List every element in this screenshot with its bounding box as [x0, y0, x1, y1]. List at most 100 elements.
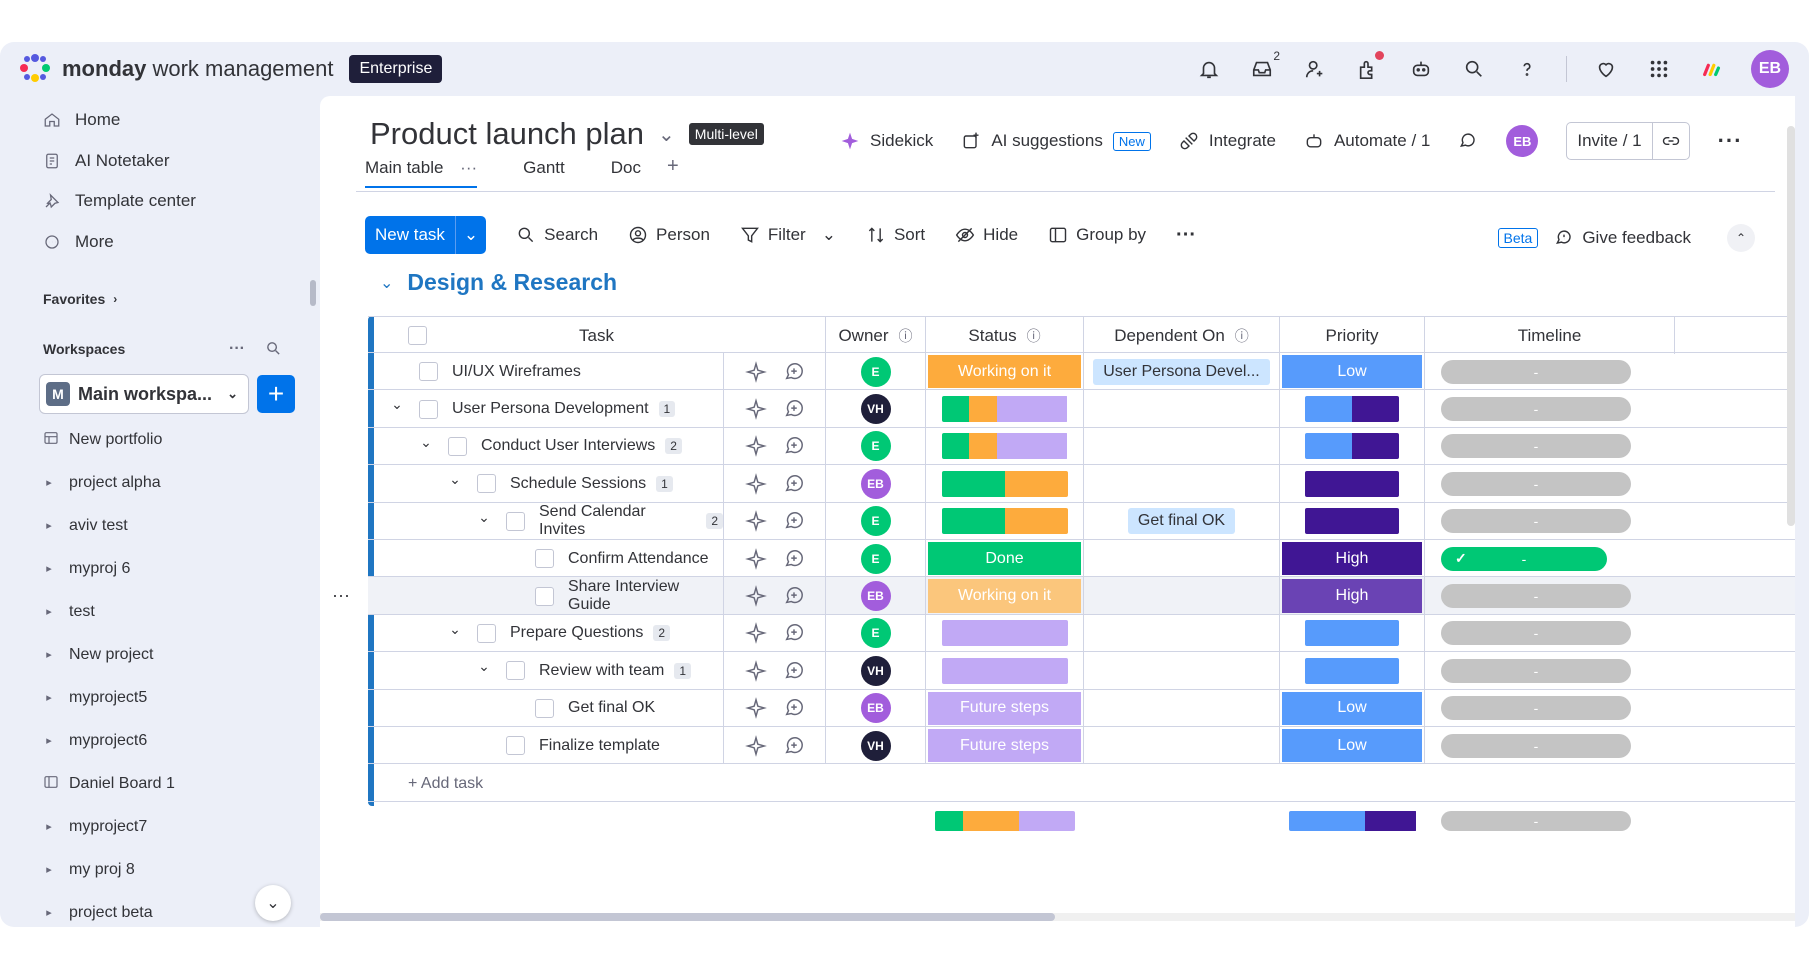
column-info-icon[interactable]: ⓘ	[1026, 327, 1041, 344]
priority-label[interactable]: High	[1282, 542, 1422, 576]
row-checkbox[interactable]	[535, 586, 554, 606]
column-info-icon[interactable]: ⓘ	[898, 327, 913, 344]
row-checkbox[interactable]	[419, 399, 438, 419]
sidebar-workspace-item[interactable]: ▸ test	[15, 590, 320, 633]
sparkle-outline-icon[interactable]	[744, 547, 767, 570]
owner-avatar[interactable]: E	[860, 618, 891, 649]
task-name[interactable]: Schedule Sessions	[510, 474, 647, 492]
status-cell[interactable]	[926, 390, 1084, 428]
sparkle-outline-icon[interactable]	[744, 398, 767, 420]
sparkle-outline-icon[interactable]	[744, 360, 767, 383]
status-cell[interactable]: Future steps	[926, 689, 1084, 727]
timeline-cell[interactable]: -	[1425, 353, 1675, 390]
column-header-dependent[interactable]: Dependent On ⓘ	[1084, 317, 1280, 354]
priority-summary[interactable]	[1280, 806, 1425, 836]
add-task-button[interactable]: + Add task	[408, 775, 484, 793]
dependent-pill[interactable]: Get final OK	[1127, 508, 1236, 535]
scroll-down-button[interactable]: ⌄	[255, 885, 291, 921]
status-label[interactable]: Done	[928, 542, 1081, 576]
owner-cell[interactable]: VH	[826, 727, 926, 765]
task-cell[interactable]: ⌄ Send Calendar Invites 2	[368, 503, 723, 540]
table-row[interactable]: Get final OK EB Future steps Low -	[368, 689, 1795, 727]
status-cell[interactable]: Working on it	[926, 577, 1084, 615]
row-checkbox[interactable]	[419, 362, 438, 382]
chevron-up-icon[interactable]: ⌃	[1727, 224, 1755, 252]
status-cell[interactable]	[926, 465, 1084, 503]
user-avatar[interactable]: EB	[1751, 50, 1789, 88]
owner-avatar[interactable]: E	[860, 356, 891, 387]
add-update-icon[interactable]	[783, 622, 805, 644]
timeline-bar[interactable]: -	[1441, 733, 1631, 758]
task-cell[interactable]: Get final OK	[368, 690, 723, 727]
task-name[interactable]: Review with team	[539, 661, 665, 679]
horizontal-scrollbar[interactable]	[320, 913, 1795, 921]
new-task-dropdown[interactable]: ⌄	[454, 216, 486, 254]
apps-marketplace-icon[interactable]	[1354, 51, 1384, 83]
workspace-dropdown[interactable]: M Main workspa... ⌄	[39, 374, 249, 415]
owner-cell[interactable]: VH	[826, 652, 926, 690]
sidebar-scrollbar[interactable]	[310, 280, 316, 306]
sparkle-outline-icon[interactable]	[744, 697, 767, 720]
task-cell[interactable]: Confirm Attendance	[368, 540, 723, 577]
row-checkbox[interactable]	[477, 623, 496, 643]
notifications-icon[interactable]	[1195, 55, 1223, 83]
sidebar-item-template-center[interactable]: Template center	[15, 181, 320, 222]
row-actions[interactable]	[723, 540, 826, 578]
sparkle-outline-icon[interactable]	[744, 734, 767, 757]
sidebar-item-more[interactable]: More	[15, 222, 320, 263]
timeline-cell[interactable]: -	[1425, 465, 1675, 502]
row-checkbox[interactable]	[506, 511, 525, 531]
priority-cell[interactable]: Low	[1280, 727, 1425, 765]
table-row[interactable]: ⌄ Schedule Sessions 1 EB -	[368, 465, 1795, 503]
owner-avatar[interactable]: VH	[860, 394, 891, 425]
status-cell[interactable]: Working on it	[926, 353, 1084, 391]
task-name[interactable]: Finalize template	[539, 736, 660, 754]
dependent-cell[interactable]	[1084, 465, 1280, 503]
integrate-button[interactable]: Integrate	[1179, 131, 1276, 151]
priority-cell[interactable]	[1280, 390, 1425, 428]
owner-cell[interactable]: VH	[826, 390, 926, 428]
dependent-cell[interactable]: User Persona Devel...	[1084, 353, 1280, 391]
task-name[interactable]: Prepare Questions	[510, 624, 644, 642]
search-icon[interactable]	[1460, 55, 1488, 83]
task-name[interactable]: Get final OK	[568, 699, 656, 717]
sidebar-workspace-item[interactable]: ▸ New project	[15, 633, 320, 676]
column-header-timeline[interactable]: Timeline	[1425, 317, 1675, 354]
sidebar-workspace-item[interactable]: ▸ project beta	[15, 891, 320, 927]
row-checkbox[interactable]	[535, 549, 554, 569]
add-update-icon[interactable]	[783, 510, 805, 532]
invite-button[interactable]: Invite / 1	[1577, 131, 1642, 150]
row-checkbox[interactable]	[506, 736, 525, 756]
sort-button[interactable]: Sort	[866, 225, 925, 245]
task-name[interactable]: Send Calendar Invites	[539, 503, 646, 539]
owner-cell[interactable]: E	[826, 427, 926, 466]
sidebar-item-ai-notetaker[interactable]: AI Notetaker	[15, 141, 320, 182]
column-header-owner[interactable]: Owner ⓘ	[826, 317, 926, 354]
add-update-icon[interactable]	[783, 735, 805, 757]
row-actions[interactable]	[723, 502, 826, 540]
task-cell[interactable]: ⌄ Prepare Questions 2	[368, 615, 723, 652]
add-item-button[interactable]: +	[257, 375, 295, 414]
row-actions[interactable]	[723, 577, 826, 615]
owner-cell[interactable]: EB	[826, 465, 926, 503]
expand-subitems-icon[interactable]: ⌄	[478, 508, 490, 525]
task-name[interactable]: Share Interview Guide	[568, 578, 680, 614]
board-title[interactable]: Product launch plan	[370, 116, 645, 151]
priority-label[interactable]: Low	[1282, 729, 1422, 763]
priority-cell[interactable]	[1280, 502, 1425, 540]
automate-button[interactable]: Automate / 1	[1304, 131, 1430, 151]
row-actions[interactable]	[723, 727, 826, 765]
add-task-row[interactable]: + Add task	[368, 764, 1795, 802]
priority-cell[interactable]: High	[1280, 540, 1425, 578]
task-cell[interactable]: Finalize template	[368, 727, 723, 764]
copy-link-button[interactable]	[1651, 123, 1689, 159]
add-update-icon[interactable]	[783, 660, 805, 682]
table-row[interactable]: ⌄ Send Calendar Invites 2 E Get final OK -	[368, 502, 1795, 540]
table-row[interactable]: Confirm Attendance E Done High ✓ -	[368, 540, 1795, 578]
invite-members-icon[interactable]	[1301, 55, 1329, 83]
status-cell[interactable]: Done	[926, 540, 1084, 578]
timeline-cell[interactable]: -	[1425, 503, 1675, 540]
column-header-status[interactable]: Status ⓘ	[926, 317, 1084, 354]
sidebar-workspace-item[interactable]: New portfolio	[15, 418, 320, 461]
group-by-button[interactable]: Group by	[1048, 225, 1146, 245]
